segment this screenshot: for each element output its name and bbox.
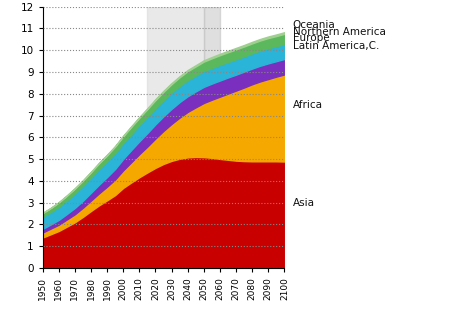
Text: Latin America,C.: Latin America,C. — [293, 41, 379, 51]
Text: Europe: Europe — [293, 33, 329, 43]
Bar — [147, 7, 204, 268]
Text: Oceania: Oceania — [293, 20, 336, 30]
Text: Northern America: Northern America — [293, 27, 386, 37]
Text: Africa: Africa — [293, 100, 323, 110]
Text: Asia: Asia — [293, 198, 315, 208]
Bar — [204, 7, 220, 268]
